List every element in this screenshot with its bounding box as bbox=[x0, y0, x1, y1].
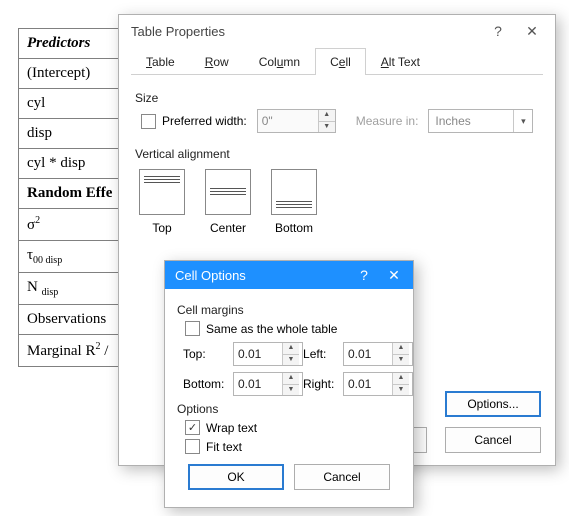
margin-top-spin[interactable]: ▲▼ bbox=[233, 342, 303, 366]
margin-right-label: Right: bbox=[303, 377, 343, 391]
cell-options-help-button[interactable]: ? bbox=[349, 267, 379, 283]
combo-arrow-icon: ▾ bbox=[513, 110, 532, 132]
dialog-body: Size Preferred width: ▲▼ Measure in: Inc… bbox=[119, 75, 555, 245]
options-button[interactable]: Options... bbox=[445, 391, 541, 417]
tab-table[interactable]: Table bbox=[131, 48, 190, 75]
cell-options-section-label: Options bbox=[177, 402, 401, 416]
dialog-titlebar: Table Properties ? ✕ bbox=[119, 15, 555, 47]
cell-options-dialog: Cell Options ? ✕ Cell margins Same as th… bbox=[164, 260, 414, 508]
close-button[interactable]: ✕ bbox=[515, 23, 549, 40]
margin-left-label: Left: bbox=[303, 347, 343, 361]
margin-bottom-label: Bottom: bbox=[183, 377, 233, 391]
margin-right-spin[interactable]: ▲▼ bbox=[343, 372, 413, 396]
margin-top-input[interactable] bbox=[234, 343, 282, 365]
same-as-table-label: Same as the whole table bbox=[206, 322, 337, 336]
measure-in-combo[interactable]: Inches ▾ bbox=[428, 109, 533, 133]
tab-row[interactable]: Row bbox=[190, 48, 244, 75]
preferred-width-spin[interactable]: ▲▼ bbox=[257, 109, 336, 133]
same-as-table-checkbox[interactable] bbox=[185, 321, 200, 336]
wrap-text-checkbox[interactable]: ✓ bbox=[185, 420, 200, 435]
margin-bottom-input[interactable] bbox=[234, 373, 282, 395]
valign-center[interactable]: Center bbox=[205, 169, 251, 235]
valign-label: Vertical alignment bbox=[135, 147, 539, 161]
cancel-button[interactable]: Cancel bbox=[445, 427, 541, 453]
cell-options-title: Cell Options bbox=[175, 268, 349, 283]
valign-top[interactable]: Top bbox=[139, 169, 185, 235]
tab-cell[interactable]: Cell bbox=[315, 48, 366, 75]
margin-right-input[interactable] bbox=[344, 373, 392, 395]
preferred-width-checkbox[interactable] bbox=[141, 114, 156, 129]
help-button[interactable]: ? bbox=[481, 23, 515, 39]
cell-options-ok-button[interactable]: OK bbox=[188, 464, 284, 490]
margin-bottom-spin[interactable]: ▲▼ bbox=[233, 372, 303, 396]
spin-buttons[interactable]: ▲▼ bbox=[318, 110, 335, 132]
tab-alt-text[interactable]: Alt Text bbox=[366, 48, 435, 75]
cell-options-cancel-button[interactable]: Cancel bbox=[294, 464, 390, 490]
size-label: Size bbox=[135, 91, 539, 105]
margin-left-input[interactable] bbox=[344, 343, 392, 365]
valign-options: Top Center Bottom bbox=[139, 169, 539, 235]
margin-left-spin[interactable]: ▲▼ bbox=[343, 342, 413, 366]
margin-top-label: Top: bbox=[183, 347, 233, 361]
preferred-width-label: Preferred width: bbox=[162, 114, 247, 128]
tab-column[interactable]: Column bbox=[244, 48, 315, 75]
measure-in-value: Inches bbox=[429, 114, 513, 128]
tab-strip: TableRowColumnCellAlt Text bbox=[131, 47, 543, 75]
dialog-title: Table Properties bbox=[131, 24, 481, 39]
cell-options-close-button[interactable]: ✕ bbox=[379, 267, 409, 284]
fit-text-checkbox[interactable] bbox=[185, 439, 200, 454]
valign-bottom[interactable]: Bottom bbox=[271, 169, 317, 235]
cell-options-titlebar: Cell Options ? ✕ bbox=[165, 261, 413, 289]
preferred-width-input[interactable] bbox=[258, 110, 318, 132]
measure-in-label: Measure in: bbox=[356, 114, 419, 128]
fit-text-label: Fit text bbox=[206, 440, 242, 454]
cell-margins-label: Cell margins bbox=[177, 303, 401, 317]
wrap-text-label: Wrap text bbox=[206, 421, 257, 435]
